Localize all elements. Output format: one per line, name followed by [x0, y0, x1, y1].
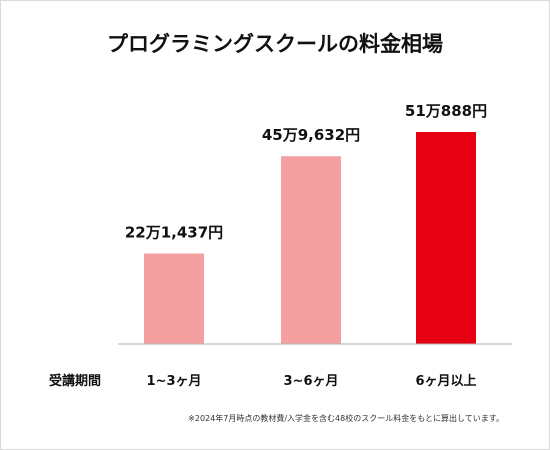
value-labels-group: 22万1,437円 45万9,632円 51万888円	[125, 102, 487, 242]
footnote: ※2024年7月時点の教材費/入学金を含む48校のスクール料金をもとに算出してい…	[188, 413, 504, 423]
category-label-2: 3~6ヶ月	[284, 374, 339, 389]
bar-2	[281, 156, 341, 344]
value-label-1: 22万1,437円	[125, 224, 223, 242]
value-label-2: 45万9,632円	[262, 126, 360, 144]
bar-1	[144, 253, 204, 344]
category-label-3: 6ヶ月以上	[415, 374, 476, 389]
bars-group	[144, 132, 476, 344]
category-labels-group: 1~3ヶ月 3~6ヶ月 6ヶ月以上	[147, 374, 477, 389]
bar-3	[416, 132, 476, 344]
x-axis-title: 受講期間	[49, 373, 101, 389]
chart-title: プログラミングスクールの料金相場	[107, 32, 443, 56]
value-label-3: 51万888円	[405, 102, 487, 120]
category-label-1: 1~3ヶ月	[147, 374, 202, 389]
